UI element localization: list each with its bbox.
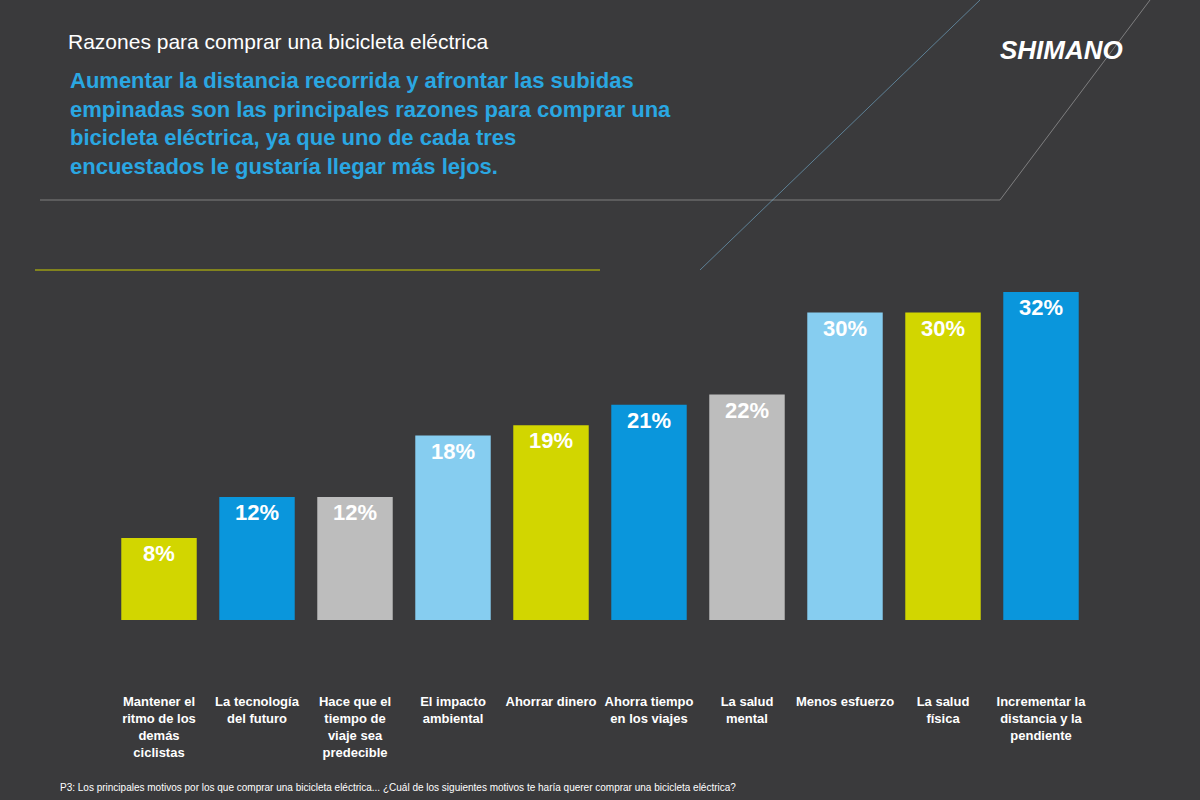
svg-text:Hace que eltiempo deviaje seap: Hace que eltiempo deviaje seapredecible [319,694,391,760]
svg-text:Menos esfuerzo: Menos esfuerzo [796,694,894,709]
svg-text:21%: 21% [627,408,671,433]
svg-text:La tecnologíadel futuro: La tecnologíadel futuro [215,694,300,726]
svg-text:La saludfísica: La saludfísica [917,694,970,726]
svg-text:Incrementar ladistancia y lape: Incrementar ladistancia y lapendiente [997,694,1087,743]
svg-text:Ahorra tiempoen los viajes: Ahorra tiempoen los viajes [605,694,694,726]
svg-text:SHIMANO: SHIMANO [1000,35,1123,65]
svg-text:Razones para comprar una bicic: Razones para comprar una bicicleta eléct… [68,30,489,53]
svg-text:La saludmental: La saludmental [721,694,774,726]
svg-text:Aumentar la distancia recorrid: Aumentar la distancia recorrida y afront… [70,68,671,179]
svg-text:Ahorrar dinero: Ahorrar dinero [505,694,596,709]
svg-text:22%: 22% [725,398,769,423]
svg-text:12%: 12% [333,500,377,525]
svg-text:18%: 18% [431,439,475,464]
svg-text:30%: 30% [823,316,867,341]
svg-text:30%: 30% [921,316,965,341]
svg-text:19%: 19% [529,428,573,453]
svg-text:Mantener elritmo de losdemásci: Mantener elritmo de losdemásciclistas [122,694,196,760]
svg-text:8%: 8% [143,541,175,566]
svg-text:P3: Los principales motivos po: P3: Los principales motivos por los que … [60,782,736,793]
svg-text:32%: 32% [1019,295,1063,320]
svg-text:El impactoambiental: El impactoambiental [420,694,486,726]
svg-text:12%: 12% [235,500,279,525]
